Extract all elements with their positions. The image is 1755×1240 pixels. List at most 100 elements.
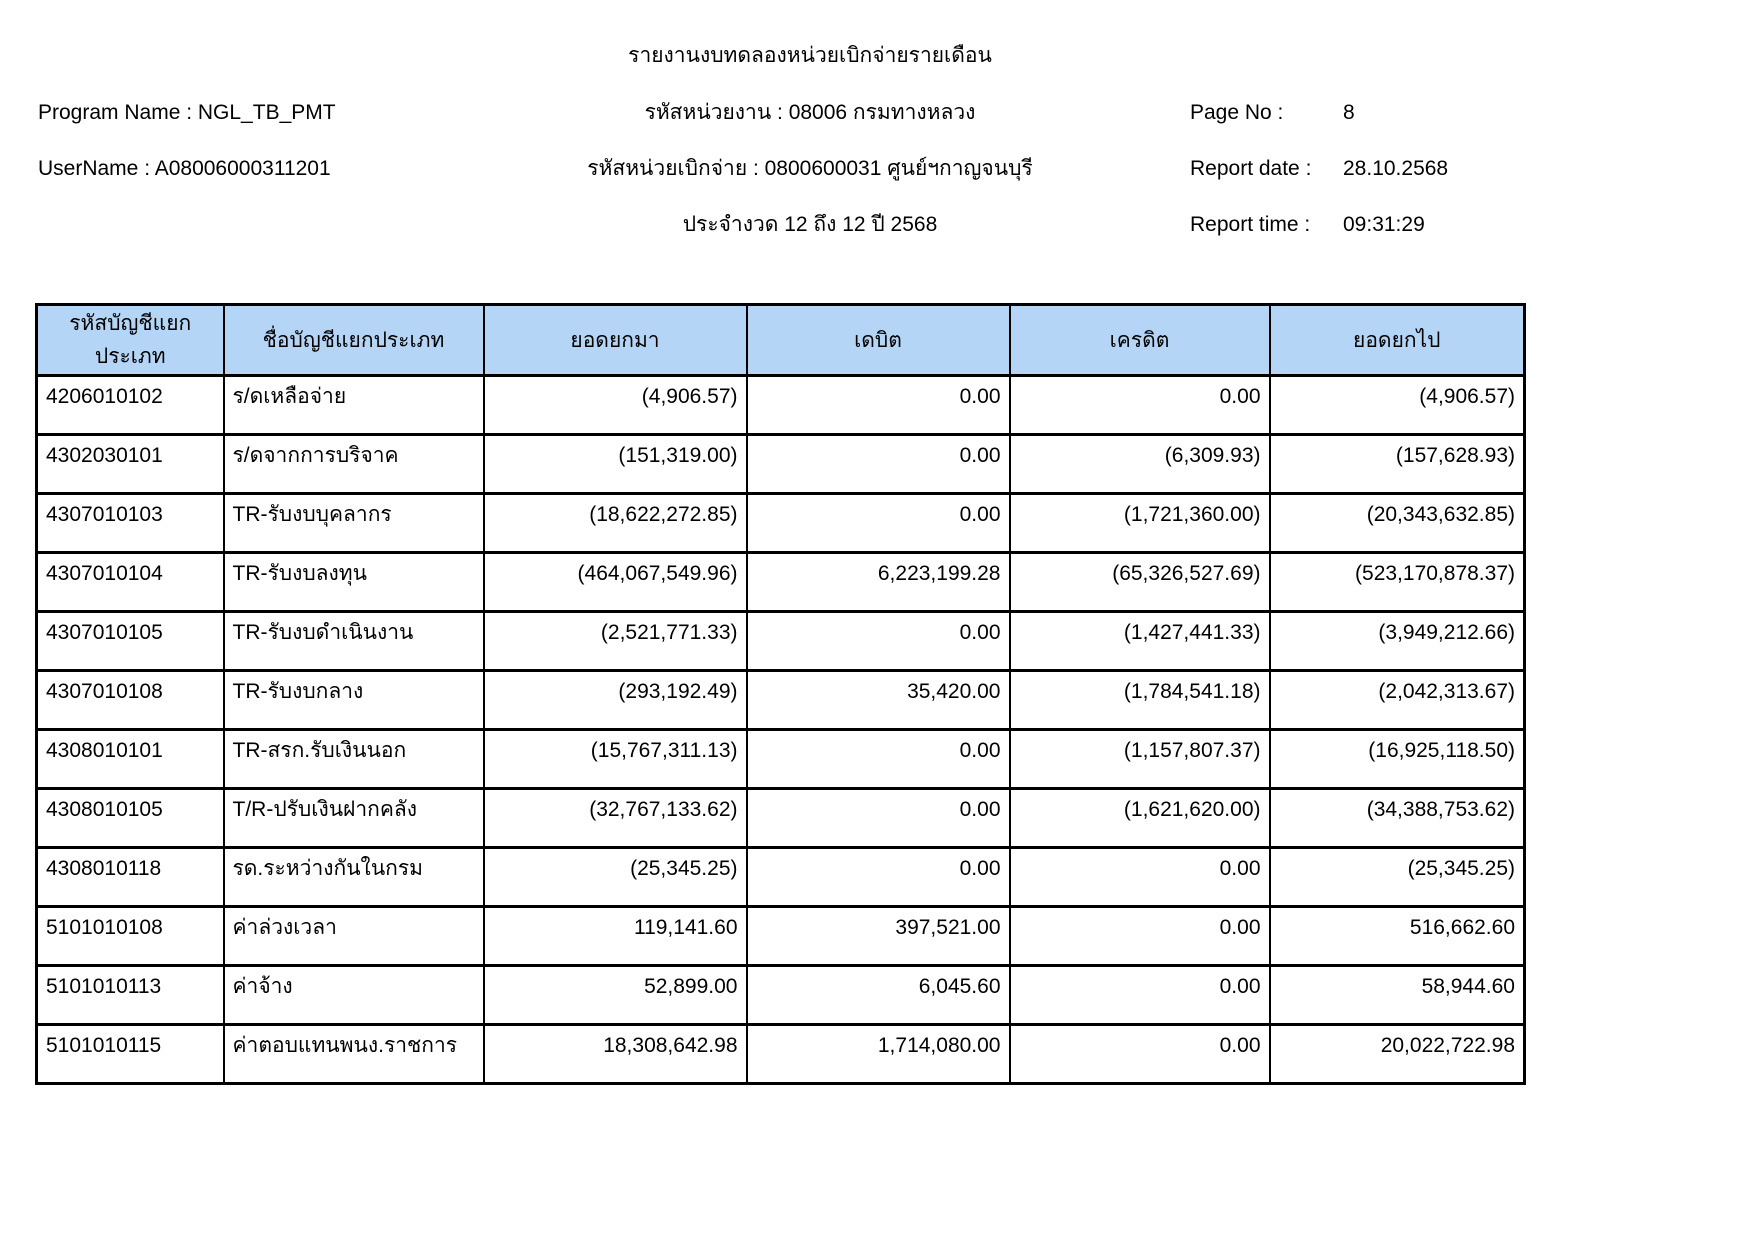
account-name-cell: ค่าล่วงเวลา bbox=[222, 905, 485, 967]
account-name-cell: TR-รับงบบุคลากร bbox=[222, 492, 485, 554]
account-name-cell: ค่าจ้าง bbox=[222, 964, 485, 1026]
credit-cell: 0.00 bbox=[1008, 374, 1271, 436]
balance-brought-forward-cell: (32,767,133.62) bbox=[482, 787, 748, 849]
balance-brought-forward-cell: (293,192.49) bbox=[482, 669, 748, 731]
table-row: 4206010102 ร/ดเหลือจ่าย (4,906.57) 0.00 0.00… bbox=[35, 374, 1526, 436]
report-table-body: 4206010102 ร/ดเหลือจ่าย (4,906.57) 0.00 0.00… bbox=[35, 374, 1526, 1085]
debit-cell: 6,045.60 bbox=[745, 964, 1011, 1026]
table-header-row: รหัสบัญชีแยกประเภท ชื่อบัญชีแยกประเภท ยอดย… bbox=[35, 303, 1526, 377]
balance-carried-forward-cell: (34,388,753.62) bbox=[1268, 787, 1526, 849]
table-row: 4302030101 ร/ดจากการบริจาค (151,319.00) 0.0… bbox=[35, 433, 1526, 495]
debit-cell: 0.00 bbox=[745, 787, 1011, 849]
credit-cell: (6,309.93) bbox=[1008, 433, 1271, 495]
account-code-cell: 5101010108 bbox=[35, 905, 225, 967]
balance-brought-forward-cell: (151,319.00) bbox=[482, 433, 748, 495]
agency-code: รหัสหน่วยงาน : 08006 กรมทางหลวง bbox=[644, 101, 976, 124]
account-name-cell: TR-รับงบดำเนินงาน bbox=[222, 610, 485, 672]
balance-brought-forward-cell: (4,906.57) bbox=[482, 374, 748, 436]
credit-cell: (1,784,541.18) bbox=[1008, 669, 1271, 731]
balance-carried-forward-cell: (2,042,313.67) bbox=[1268, 669, 1526, 731]
account-code-cell: 4308010105 bbox=[35, 787, 225, 849]
debit-cell: 0.00 bbox=[745, 433, 1011, 495]
account-code-cell: 5101010115 bbox=[35, 1023, 225, 1085]
account-name-cell: TR-รับงบลงทุน bbox=[222, 551, 485, 613]
balance-brought-forward-cell: (15,767,311.13) bbox=[482, 728, 748, 790]
user-name: UserName : A08006000311201 bbox=[38, 157, 331, 180]
table-row: 4308010105 T/R-ปรับเงินฝากคลัง (32,767,133… bbox=[35, 787, 1526, 849]
account-name-cell: ร/ดเหลือจ่าย bbox=[222, 374, 485, 436]
account-name-cell: ค่าตอบแทนพนง.ราชการ bbox=[222, 1023, 485, 1085]
account-name-cell: T/R-ปรับเงินฝากคลัง bbox=[222, 787, 485, 849]
table-row: 5101010113 ค่าจ้าง 52,899.00 6,045.60 0.00 58… bbox=[35, 964, 1526, 1026]
account-code-cell: 5101010113 bbox=[35, 964, 225, 1026]
debit-cell: 35,420.00 bbox=[745, 669, 1011, 731]
account-name-cell: TR-รับงบกลาง bbox=[222, 669, 485, 731]
credit-cell: (1,157,807.37) bbox=[1008, 728, 1271, 790]
balance-carried-forward-cell: (3,949,212.66) bbox=[1268, 610, 1526, 672]
credit-cell: 0.00 bbox=[1008, 846, 1271, 908]
table-row: 5101010108 ค่าล่วงเวลา 119,141.60 397,521.0… bbox=[35, 905, 1526, 967]
column-header-credit: เครดิต bbox=[1008, 303, 1271, 377]
debit-cell: 397,521.00 bbox=[745, 905, 1011, 967]
table-row: 4307010108 TR-รับงบกลาง (293,192.49) 35,420… bbox=[35, 669, 1526, 731]
trial-balance-table: รหัสบัญชีแยกประเภท ชื่อบัญชีแยกประเภท ยอดย… bbox=[35, 303, 1526, 1085]
balance-brought-forward-cell: 18,308,642.98 bbox=[482, 1023, 748, 1085]
column-header-balance-carried-forward: ยอดยกไป bbox=[1268, 303, 1526, 377]
balance-brought-forward-cell: (18,622,272.85) bbox=[482, 492, 748, 554]
disbursement-unit-code: รหัสหน่วยเบิกจ่าย : 0800600031 ศูนย์ฯกาญ… bbox=[587, 157, 1033, 180]
account-code-cell: 4307010108 bbox=[35, 669, 225, 731]
table-row: 4307010105 TR-รับงบดำเนินงาน (2,521,771.33… bbox=[35, 610, 1526, 672]
debit-cell: 0.00 bbox=[745, 846, 1011, 908]
column-header-debit: เดบิต bbox=[745, 303, 1011, 377]
account-name-cell: TR-สรก.รับเงินนอก bbox=[222, 728, 485, 790]
credit-cell: 0.00 bbox=[1008, 1023, 1271, 1085]
balance-carried-forward-cell: (16,925,118.50) bbox=[1268, 728, 1526, 790]
account-code-cell: 4307010104 bbox=[35, 551, 225, 613]
credit-cell: 0.00 bbox=[1008, 964, 1271, 1026]
report-header: รายงานงบทดลองหน่วยเบิกจ่ายรายเดือน Progr… bbox=[0, 0, 1755, 303]
balance-carried-forward-cell: (20,343,632.85) bbox=[1268, 492, 1526, 554]
account-code-cell: 4307010105 bbox=[35, 610, 225, 672]
account-code-cell: 4308010101 bbox=[35, 728, 225, 790]
balance-carried-forward-cell: 58,944.60 bbox=[1268, 964, 1526, 1026]
balance-brought-forward-cell: 119,141.60 bbox=[482, 905, 748, 967]
account-name-cell: รด.ระหว่างกันในกรม bbox=[222, 846, 485, 908]
report-time-label: Report time : bbox=[1190, 213, 1311, 236]
page-no-label: Page No : bbox=[1190, 101, 1284, 124]
credit-cell: (1,427,441.33) bbox=[1008, 610, 1271, 672]
column-header-account-code: รหัสบัญชีแยกประเภท bbox=[35, 303, 225, 377]
account-code-cell: 4308010118 bbox=[35, 846, 225, 908]
balance-brought-forward-cell: 52,899.00 bbox=[482, 964, 748, 1026]
report-title: รายงานงบทดลองหน่วยเบิกจ่ายรายเดือน bbox=[628, 44, 992, 67]
account-name-cell: ร/ดจากการบริจาค bbox=[222, 433, 485, 495]
balance-carried-forward-cell: 516,662.60 bbox=[1268, 905, 1526, 967]
account-code-cell: 4307010103 bbox=[35, 492, 225, 554]
page-no-value: 8 bbox=[1343, 101, 1355, 124]
credit-cell: 0.00 bbox=[1008, 905, 1271, 967]
balance-brought-forward-cell: (2,521,771.33) bbox=[482, 610, 748, 672]
credit-cell: (1,721,360.00) bbox=[1008, 492, 1271, 554]
account-code-cell: 4302030101 bbox=[35, 433, 225, 495]
report-date-label: Report date : bbox=[1190, 157, 1312, 180]
debit-cell: 0.00 bbox=[745, 374, 1011, 436]
credit-cell: (1,621,620.00) bbox=[1008, 787, 1271, 849]
table-row: 4308010118 รด.ระหว่างกันในกรม (25,345.25) 0… bbox=[35, 846, 1526, 908]
balance-carried-forward-cell: 20,022,722.98 bbox=[1268, 1023, 1526, 1085]
balance-brought-forward-cell: (25,345.25) bbox=[482, 846, 748, 908]
debit-cell: 0.00 bbox=[745, 492, 1011, 554]
report-date-value: 28.10.2568 bbox=[1343, 157, 1449, 180]
table-row: 5101010115 ค่าตอบแทนพนง.ราชการ 18,308,642.… bbox=[35, 1023, 1526, 1085]
balance-carried-forward-cell: (4,906.57) bbox=[1268, 374, 1526, 436]
credit-cell: (65,326,527.69) bbox=[1008, 551, 1271, 613]
debit-cell: 0.00 bbox=[745, 728, 1011, 790]
column-header-balance-brought-forward: ยอดยกมา bbox=[482, 303, 748, 377]
column-header-account-name: ชื่อบัญชีแยกประเภท bbox=[222, 303, 485, 377]
table-row: 4307010103 TR-รับงบบุคลากร (18,622,272.85)… bbox=[35, 492, 1526, 554]
balance-carried-forward-cell: (157,628.93) bbox=[1268, 433, 1526, 495]
report-period: ประจำงวด 12 ถึง 12 ปี 2568 bbox=[682, 213, 938, 236]
debit-cell: 1,714,080.00 bbox=[745, 1023, 1011, 1085]
debit-cell: 0.00 bbox=[745, 610, 1011, 672]
table-row: 4308010101 TR-สรก.รับเงินนอก (15,767,311.1… bbox=[35, 728, 1526, 790]
balance-brought-forward-cell: (464,067,549.96) bbox=[482, 551, 748, 613]
